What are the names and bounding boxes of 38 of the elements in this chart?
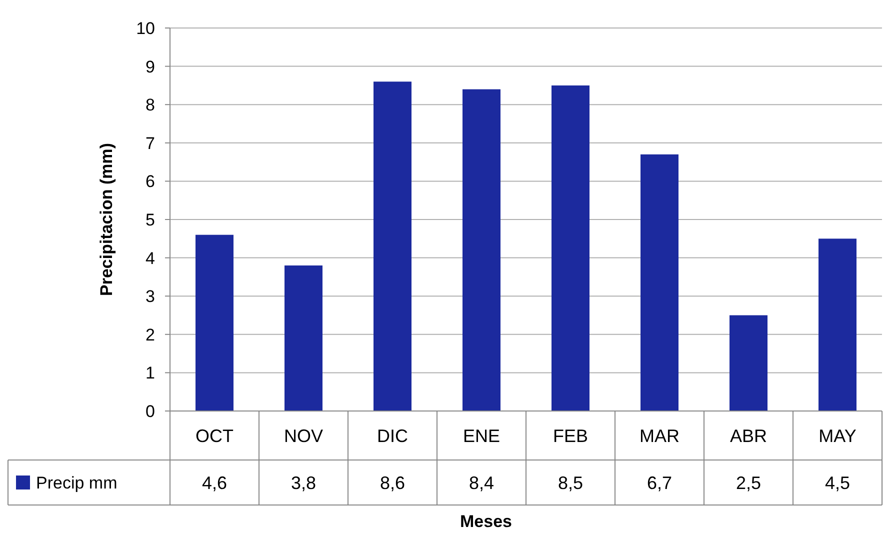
bar (462, 89, 500, 411)
data-label: 4,5 (824, 472, 850, 493)
x-tick-label: FEB (552, 426, 588, 446)
y-tick-label: 8 (146, 96, 155, 115)
y-axis-title: Precipitacion (mm) (97, 142, 116, 296)
data-label: 3,8 (290, 472, 316, 493)
legend-label: Precip mm (36, 473, 118, 492)
y-tick-label: 1 (146, 364, 155, 383)
bar (374, 82, 412, 411)
y-tick-label: 0 (146, 402, 155, 421)
y-tick-label: 2 (146, 325, 155, 344)
data-label: 4,6 (202, 472, 228, 493)
data-label: 8,4 (468, 472, 494, 493)
y-tick-label: 3 (146, 287, 155, 306)
x-tick-label: OCT (196, 426, 234, 446)
bar (730, 315, 768, 411)
bar (284, 265, 322, 411)
y-tick-label: 6 (146, 172, 155, 192)
bar (818, 238, 856, 411)
x-axis-title: Meses (460, 512, 512, 531)
bar (196, 234, 234, 411)
x-tick-label: ENE (462, 426, 500, 446)
bar (640, 154, 678, 411)
x-tick-label: DIC (377, 426, 408, 446)
y-tick-label: 7 (146, 134, 155, 153)
y-tick-label: 10 (136, 18, 155, 38)
y-tick-label: 9 (146, 57, 155, 76)
x-tick-label: NOV (284, 426, 324, 446)
x-tick-label: MAR (640, 426, 680, 446)
bar (552, 85, 590, 411)
x-tick-label: ABR (730, 426, 768, 446)
data-label: 8,5 (558, 472, 584, 493)
data-label: 8,6 (380, 472, 406, 493)
y-tick-label: 5 (146, 210, 155, 230)
y-tick-label: 4 (146, 248, 155, 268)
x-tick-label: MAY (818, 426, 856, 446)
data-label: 6,7 (646, 472, 672, 493)
data-label: 2,5 (736, 472, 762, 493)
